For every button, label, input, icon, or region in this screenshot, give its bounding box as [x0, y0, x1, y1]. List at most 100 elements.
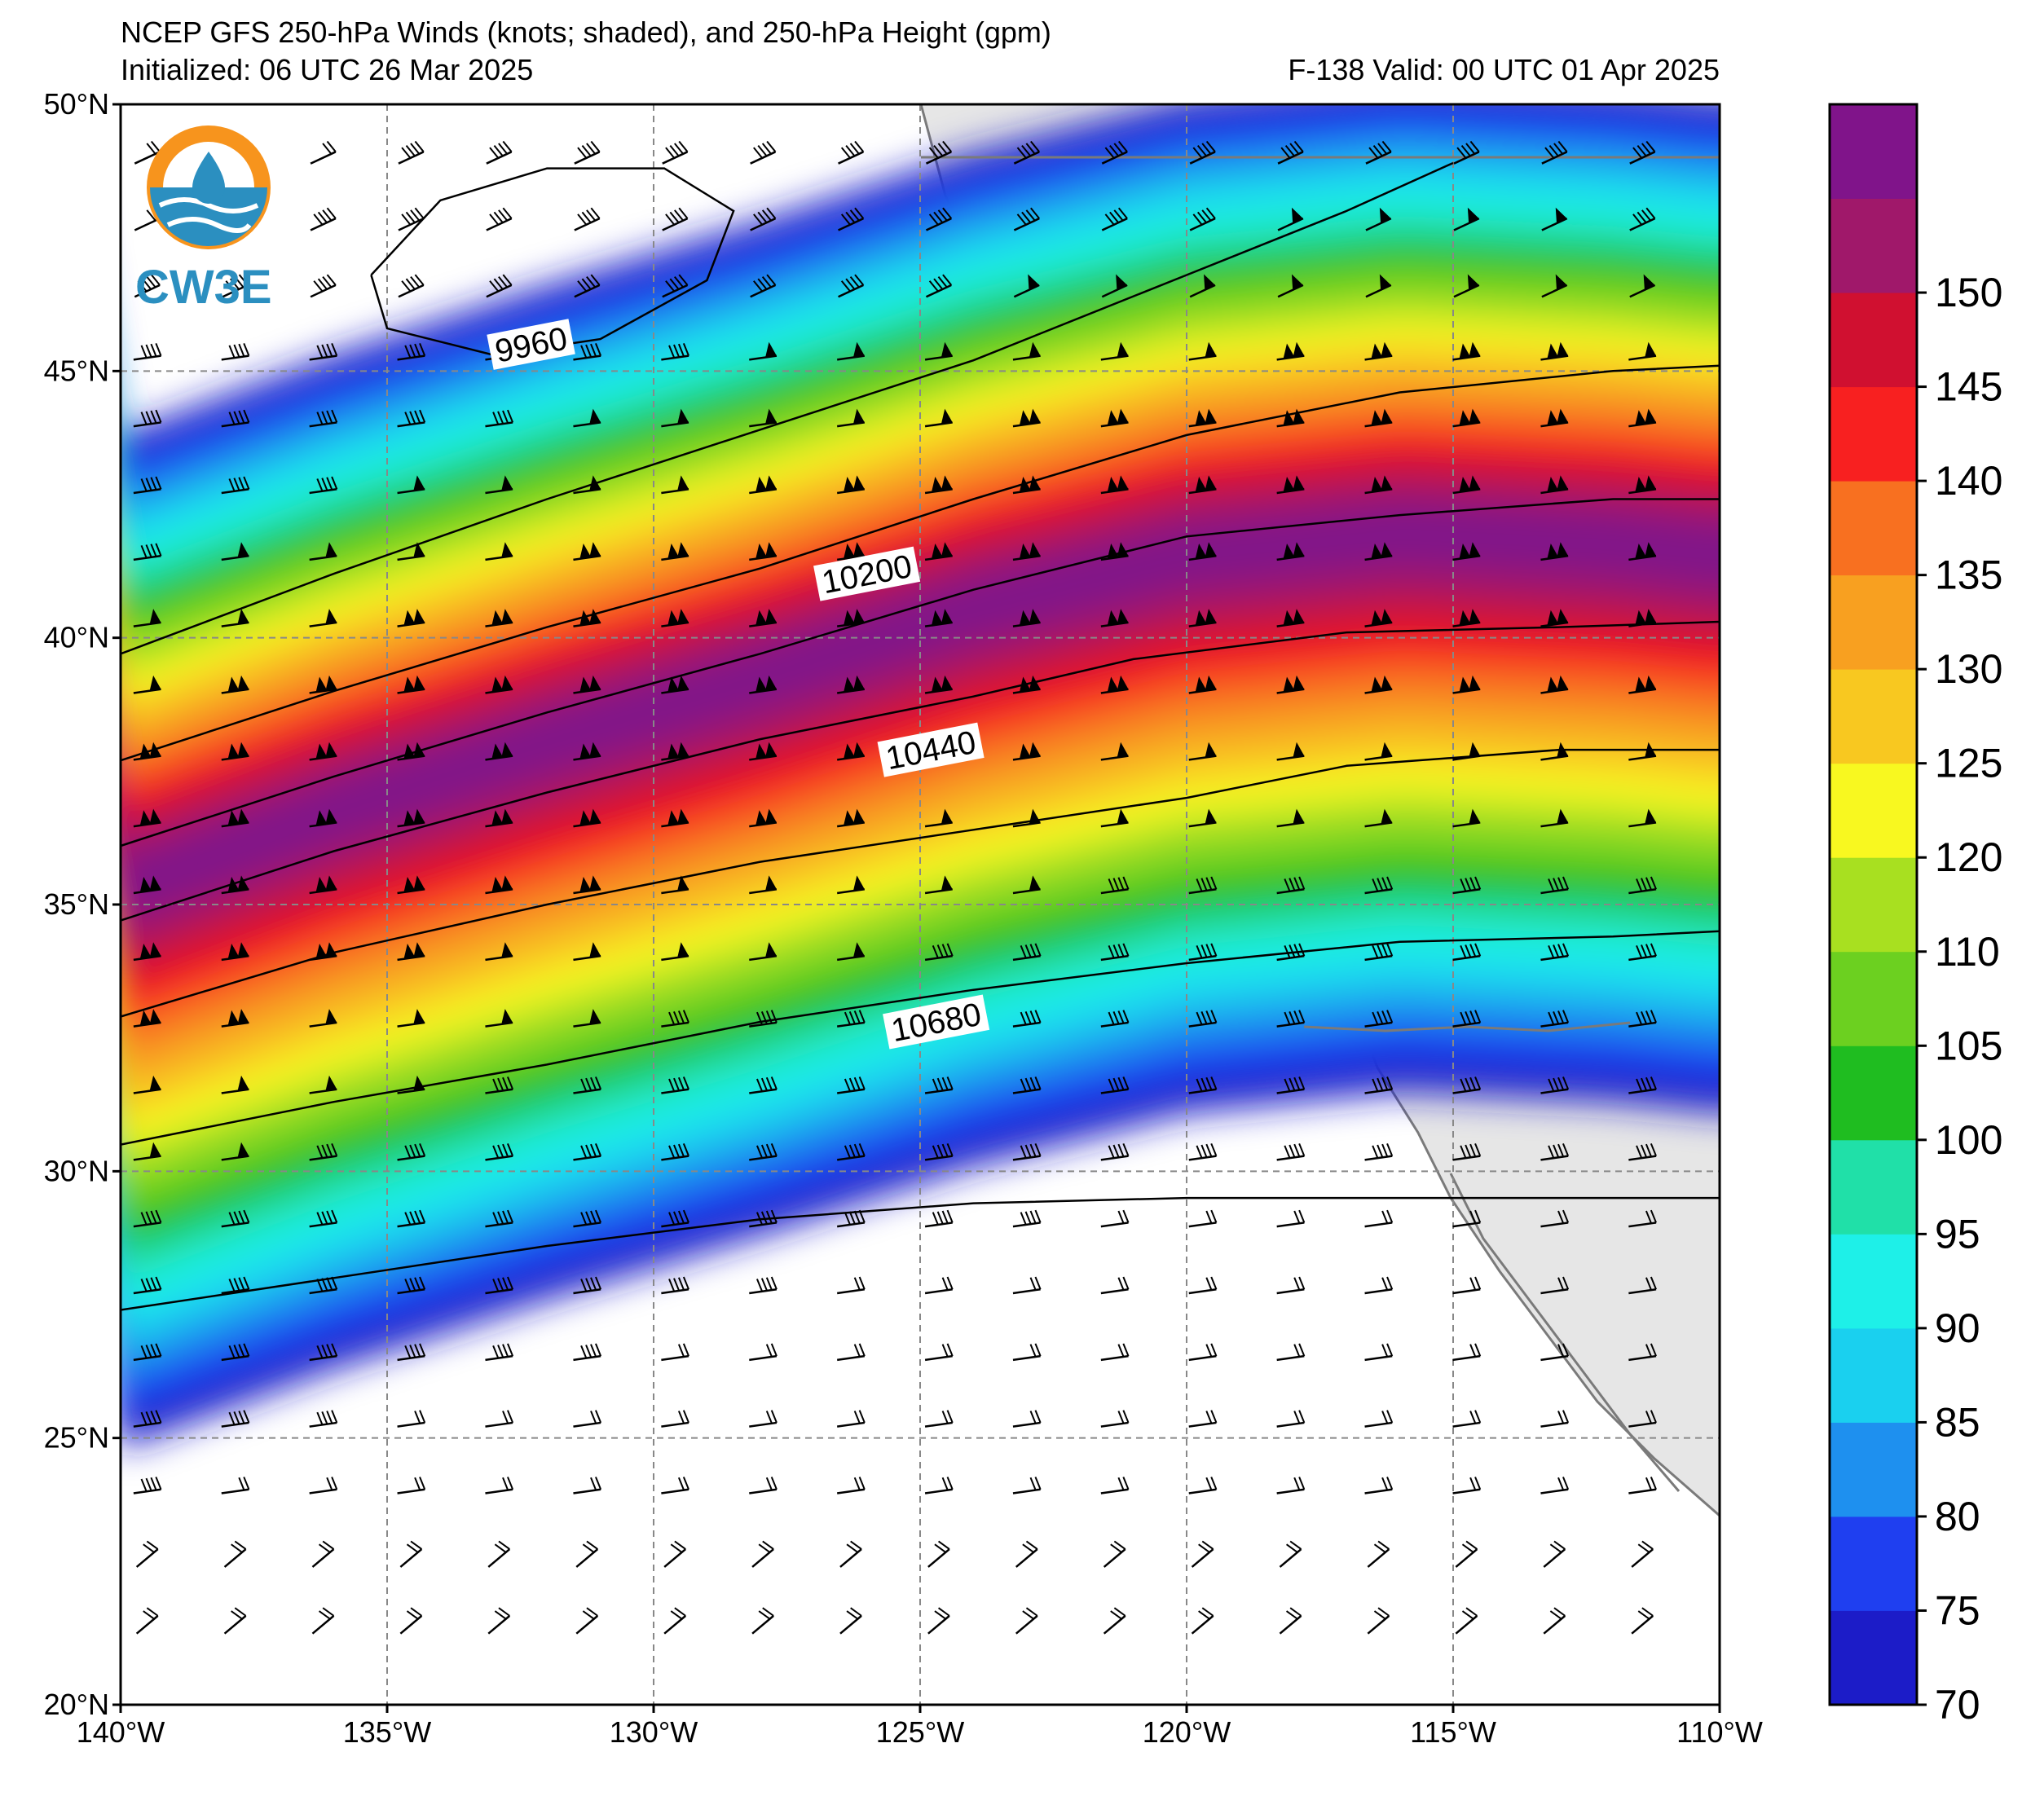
wind-barb	[134, 140, 161, 165]
wind-band-15	[121, 478, 1720, 955]
wind-barb	[838, 207, 865, 231]
wind-barb	[1013, 274, 1040, 298]
wind-barb	[924, 1410, 954, 1428]
lat-tick-label: 30°N	[44, 1154, 109, 1187]
wind-barb	[1188, 408, 1217, 428]
wind-barb	[1100, 408, 1129, 428]
wind-barb	[1276, 675, 1305, 694]
wind-barb	[924, 1477, 954, 1494]
wind-barb	[927, 1607, 950, 1635]
wind-barb	[1540, 408, 1569, 428]
wind-barb	[1543, 1607, 1566, 1635]
valid-time: F-138 Valid: 00 UTC 01 Apr 2025	[1288, 53, 1720, 86]
wind-barb	[661, 342, 689, 361]
wind-barb	[1628, 408, 1657, 428]
wind-barb	[1191, 1540, 1214, 1568]
colorbar-segment	[1830, 1234, 1917, 1329]
wind-barb	[1100, 475, 1129, 495]
wind-barb	[1100, 943, 1130, 962]
wind-barb	[1188, 943, 1218, 962]
wind-barb	[1452, 1142, 1482, 1161]
wind-barb	[1540, 1209, 1570, 1228]
wind-barb	[836, 742, 866, 761]
wind-barb	[661, 875, 689, 895]
wind-barb	[1189, 207, 1216, 231]
wind-barb	[397, 1209, 426, 1228]
colorbar-segment	[1830, 1422, 1917, 1517]
wind-barb	[397, 942, 425, 962]
wind-barb	[1189, 140, 1216, 165]
colorbar-segment	[1830, 669, 1917, 764]
wind-barb	[485, 1343, 514, 1362]
wind-barb	[1012, 1410, 1042, 1428]
wind-barb	[661, 942, 689, 962]
wind-barb	[1452, 1276, 1482, 1295]
us-mexico-border	[1303, 1021, 1631, 1032]
colorbar-label: 135	[1935, 552, 2002, 598]
wind-barb	[1452, 609, 1481, 627]
wind-barb	[221, 609, 249, 627]
wind-barb	[573, 1410, 602, 1428]
wind-barb	[133, 409, 162, 428]
wind-barb	[575, 1540, 599, 1568]
wind-barb	[661, 742, 689, 761]
wind-barb	[1188, 341, 1217, 361]
wind-barb	[309, 1075, 337, 1094]
wind-barb	[1276, 609, 1305, 627]
wind-barb	[397, 1142, 426, 1161]
wind-barb	[1188, 675, 1217, 694]
colorbar-label: 125	[1935, 741, 2002, 786]
wind-barb	[1628, 1076, 1657, 1094]
wind-barb	[924, 609, 953, 627]
wind-barb	[1452, 408, 1481, 428]
height-contour-1	[121, 161, 1454, 655]
wind-barb	[1452, 1410, 1482, 1428]
wind-barb	[309, 1477, 338, 1494]
wind-barb	[485, 1410, 514, 1428]
height-contour-6	[121, 930, 1720, 1146]
map-title: NCEP GFS 250-hPa Winds (knots; shaded), …	[121, 15, 1051, 49]
lon-tick-label: 120°W	[1143, 1715, 1231, 1749]
wind-barb	[1364, 1276, 1394, 1295]
wind-barb	[310, 140, 337, 165]
wind-barb	[1540, 876, 1570, 895]
wind-barb	[1101, 140, 1128, 165]
wind-barb	[133, 875, 161, 895]
wind-barb	[1367, 1540, 1390, 1568]
wind-barb	[1540, 1076, 1570, 1094]
wind-barb	[1540, 475, 1569, 495]
wind-barb	[1012, 1010, 1042, 1028]
wind-barb	[1100, 1410, 1130, 1428]
wind-barb	[1364, 876, 1394, 895]
wind-barb	[1628, 943, 1657, 962]
wind-barb	[1628, 1142, 1657, 1161]
lon-tick-label: 130°W	[610, 1715, 698, 1749]
wind-barb	[1100, 1076, 1130, 1094]
wind-barb	[1543, 1540, 1566, 1568]
wind-barb	[397, 875, 425, 895]
init-time: Initialized: 06 UTC 26 Mar 2025	[121, 53, 534, 86]
wind-barb	[1540, 943, 1570, 962]
wind-barb	[397, 475, 425, 495]
wind-barb	[133, 1009, 161, 1028]
wind-barb	[134, 274, 161, 298]
wind-barb	[309, 742, 337, 761]
wind-barb	[1012, 875, 1041, 895]
wind-barb	[1628, 1276, 1657, 1295]
wind-barb	[1540, 1276, 1570, 1295]
wind-barb	[1188, 1343, 1218, 1362]
wind-barb	[1364, 943, 1394, 962]
wind-barb	[1364, 609, 1393, 627]
wind-barb	[1100, 1010, 1130, 1028]
wind-barb	[133, 609, 161, 627]
wind-barb	[573, 1477, 602, 1494]
lon-tick-label: 115°W	[1410, 1715, 1496, 1749]
colorbar-label: 145	[1935, 364, 2002, 410]
wind-barb	[221, 1142, 249, 1161]
wind-barb	[1628, 808, 1657, 828]
wind-barb	[750, 274, 777, 298]
wind-barb	[1191, 1607, 1214, 1635]
wind-barb	[485, 1276, 514, 1295]
wind-barb	[1452, 475, 1481, 495]
wind-barb	[661, 475, 689, 495]
